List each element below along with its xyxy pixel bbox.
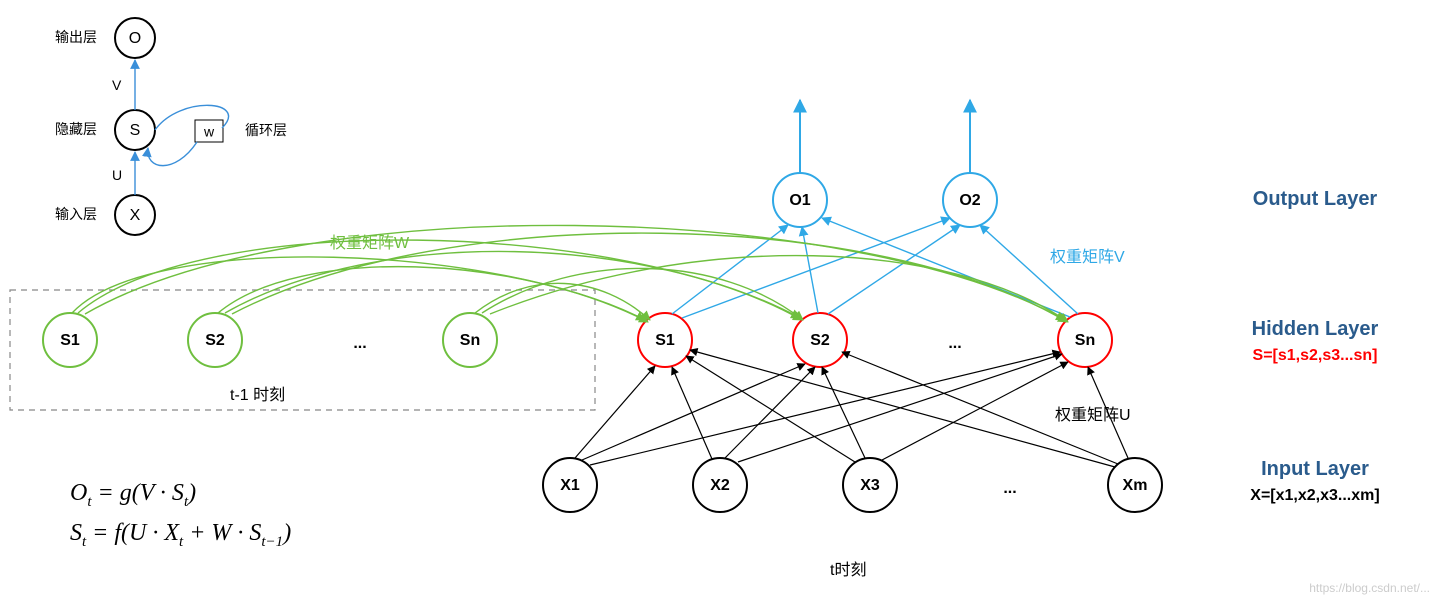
x3: X3 [860,477,880,494]
w-label: 权重矩阵W [330,234,410,252]
layer-titles: Output Layer Hidden Layer S=[s1,s2,s3...… [1250,188,1379,504]
output-title: Output Layer [1253,188,1378,210]
mini-out-label: 输出层 [55,29,97,45]
prev-sn: Sn [460,332,480,349]
mini-in-label: 输入层 [55,206,97,222]
xm: Xm [1123,477,1148,494]
output-layer: O1 O2 [773,100,997,227]
prev-s2: S2 [205,332,225,349]
u-label: 权重矩阵U [1055,406,1131,424]
mini-rnn: O S X w 输出层 隐藏层 循环层 输入层 V U [55,18,287,235]
input-title: Input Layer [1261,458,1369,480]
v-label: 权重矩阵V [1050,248,1125,266]
input-sub: X=[x1,x2,x3...xm] [1250,487,1379,504]
mini-o: O [129,30,141,47]
o1: O1 [789,192,810,209]
mini-s: S [130,122,141,139]
hidden-layer: S1 S2 ... Sn [638,313,1112,367]
prev-time-label: t-1 时刻 [230,386,285,404]
hidden-title: Hidden Layer [1252,318,1379,340]
mini-hid-label: 隐藏层 [55,121,97,137]
formulas: Ot = g(V · St) St = f(U · Xt + W · St−1) [70,480,291,550]
watermark: https://blog.csdn.net/... [1309,581,1430,595]
input-layer: X1 X2 X3 ... Xm [543,458,1162,512]
svg-text:St = f(U · Xt + W · St−1): St = f(U · Xt + W · St−1) [70,520,291,550]
x2: X2 [710,477,730,494]
svg-text:Ot = g(V · St): Ot = g(V · St) [70,480,196,510]
u-edges [575,350,1128,467]
prev-dots: ... [353,335,366,352]
s-dots: ... [948,335,961,352]
hidden-sub: S=[s1,s2,s3...sn] [1253,347,1378,364]
v-edges [672,218,1078,318]
t-label: t时刻 [830,561,866,579]
s1: S1 [655,332,675,349]
prev-hidden-layer: S1 S2 ... Sn [43,313,497,367]
mini-loop-label: 循环层 [245,122,287,138]
x-dots: ... [1003,480,1016,497]
sn: Sn [1075,332,1095,349]
mini-w: w [203,124,215,140]
o2: O2 [959,192,980,209]
mini-x: X [130,207,141,224]
mini-v: V [112,77,122,93]
s2: S2 [810,332,830,349]
w-edges [72,225,1068,322]
prev-s1: S1 [60,332,80,349]
x1: X1 [560,477,580,494]
mini-u: U [112,167,122,183]
